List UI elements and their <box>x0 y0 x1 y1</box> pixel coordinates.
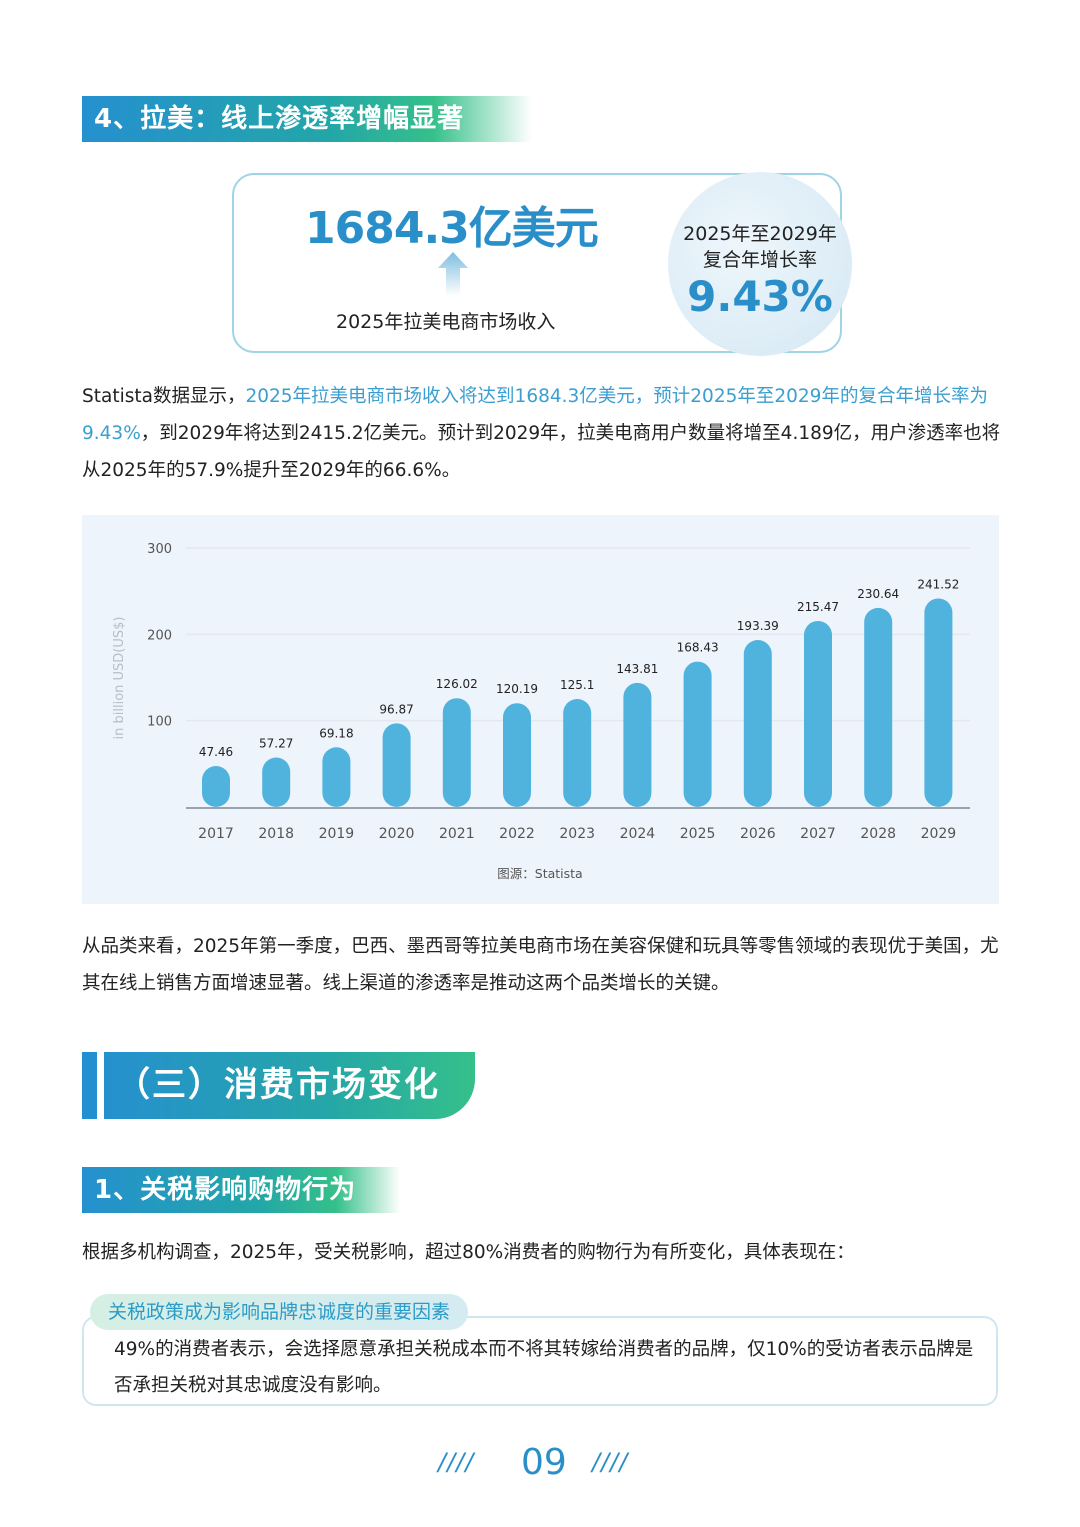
subsection-heading-tariffs: 1、关税影响购物行为 <box>82 1167 400 1213</box>
x-tick-label: 2029 <box>921 826 957 842</box>
x-tick-label: 2023 <box>559 826 595 842</box>
paragraph-survey: 根据多机构调查，2025年，受关税影响，超过80%消费者的购物行为有所变化，具体… <box>82 1242 855 1263</box>
bar-2026 <box>743 640 772 807</box>
paragraph-categories: 从品类来看，2025年第一季度，巴西、墨西哥等拉美电商市场在美容保健和玩具等零售… <box>82 936 999 994</box>
callout-tag: 关税政策成为影响品牌忠诚度的重要因素 <box>90 1294 469 1330</box>
bar-2027 <box>804 620 832 807</box>
revenue-value: 1684.3亿美元 <box>305 203 599 254</box>
section-heading-consumer-market: （三）消费市场变化 <box>116 1065 440 1105</box>
y-tick-label: 300 <box>147 542 172 557</box>
up-arrow-icon <box>438 252 468 296</box>
bar-2028 <box>864 607 893 807</box>
bar-2025 <box>683 661 712 807</box>
cagr-period-label: 2025年至2029年 <box>683 223 837 245</box>
section-heading-accent <box>82 1052 97 1119</box>
bar-2029 <box>924 598 953 807</box>
section-heading-bar <box>104 1052 475 1119</box>
callout-text: 49%的消费者表示，会选择愿意承担关税成本而不将其转嫁给消费者的品牌，仅10%的… <box>114 1339 974 1396</box>
x-tick-label: 2020 <box>379 826 415 842</box>
x-tick-label: 2021 <box>439 826 475 842</box>
x-tick-label: 2024 <box>620 826 656 842</box>
bar-value-label: 168.43 <box>677 641 719 655</box>
bar-2017 <box>202 766 230 807</box>
bar-value-label: 57.27 <box>259 737 293 751</box>
bar-2019 <box>322 747 351 807</box>
callout-box <box>82 1316 998 1406</box>
cagr-value: 9.43% <box>687 272 833 321</box>
x-tick-label: 2017 <box>198 826 234 842</box>
x-tick-label: 2028 <box>860 826 896 842</box>
paragraph-suffix: ，到2029年将达到2415.2亿美元。预计到2029年，拉美电商用户数量将增至… <box>82 423 1001 481</box>
chart-canvas: 100 200 300 in billion USD(US$) 47.46 2017 57.… <box>112 542 970 881</box>
bar-value-label: 47.46 <box>199 745 233 759</box>
bar-2024 <box>623 682 652 807</box>
footer-decoration-left: //// <box>438 1448 475 1476</box>
y-tick-label: 100 <box>147 715 172 730</box>
paragraph-highlight: 2025年拉美电商市场收入将达到1684.3亿美元，预计2025年至2029年的… <box>82 386 988 444</box>
bar-value-label: 125.1 <box>560 678 594 692</box>
x-tick-label: 2022 <box>499 826 535 842</box>
cagr-circle <box>668 172 852 356</box>
page-number: 09 <box>521 1442 567 1483</box>
bar-value-label: 96.87 <box>379 702 413 716</box>
x-tick-label: 2019 <box>319 826 355 842</box>
bar-value-label: 120.19 <box>496 682 538 696</box>
bar-2020 <box>382 723 411 807</box>
bar-value-label: 69.18 <box>319 726 353 740</box>
y-tick-label: 200 <box>147 628 172 643</box>
y-axis-label: in billion USD(US$) <box>112 617 127 740</box>
revenue-bar-chart: 100 200 300 in billion USD(US$) 47.46 2017 57.… <box>82 515 999 904</box>
bar-2018 <box>262 757 291 807</box>
bar-value-label: 143.81 <box>616 662 658 676</box>
revenue-caption: 2025年拉美电商市场收入 <box>336 311 556 333</box>
bar-value-label: 126.02 <box>436 677 478 691</box>
footer-decoration-right: //// <box>592 1448 629 1476</box>
bar-2021 <box>442 698 471 807</box>
x-tick-label: 2018 <box>258 826 294 842</box>
bar-value-label: 215.47 <box>797 600 839 614</box>
paragraph-statista: Statista数据显示，2025年拉美电商市场收入将达到1684.3亿美元，预… <box>82 378 1002 489</box>
x-tick-label: 2026 <box>740 826 776 842</box>
x-tick-label: 2025 <box>680 826 716 842</box>
bar-value-label: 241.52 <box>917 577 959 591</box>
x-tick-label: 2027 <box>800 826 836 842</box>
chart-source: 图源：Statista <box>497 866 582 881</box>
bar-2023 <box>563 698 592 807</box>
cagr-label: 复合年增长率 <box>702 249 817 271</box>
bar-value-label: 193.39 <box>737 619 779 633</box>
paragraph-prefix: Statista数据显示， <box>82 386 246 407</box>
section-heading-latam: 4、拉美：线上渗透率增幅显著 <box>82 96 532 142</box>
bar-2022 <box>503 703 531 807</box>
bar-value-label: 230.64 <box>857 587 899 601</box>
